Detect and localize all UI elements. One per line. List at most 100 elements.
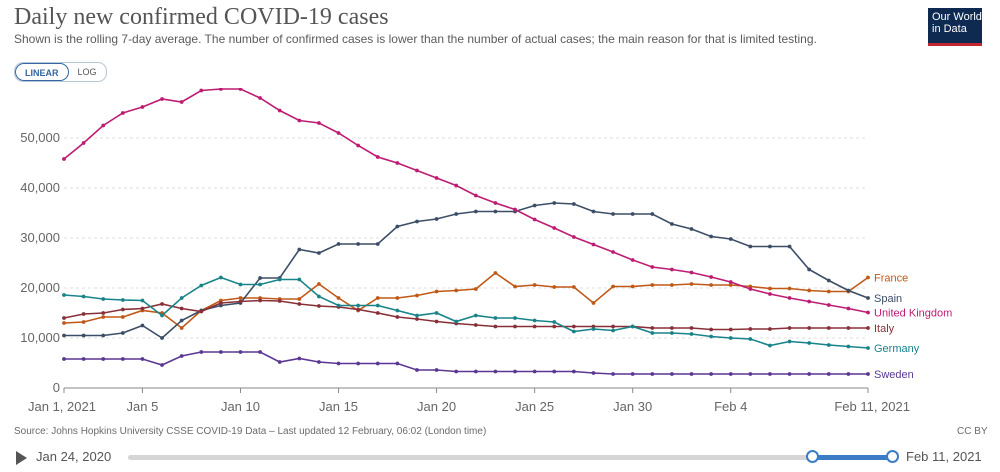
data-point bbox=[473, 209, 478, 214]
data-point bbox=[650, 331, 655, 335]
data-point bbox=[81, 320, 86, 324]
data-point bbox=[552, 324, 557, 329]
logo-line-1: Our World bbox=[932, 11, 982, 23]
data-point bbox=[336, 131, 341, 135]
data-point bbox=[670, 331, 674, 335]
data-point bbox=[846, 344, 851, 349]
data-point bbox=[336, 242, 341, 246]
data-point bbox=[454, 183, 459, 188]
data-point bbox=[532, 203, 537, 208]
data-point bbox=[101, 315, 106, 319]
data-point bbox=[415, 168, 419, 173]
data-point bbox=[866, 310, 870, 315]
data-point bbox=[277, 277, 282, 282]
data-point bbox=[238, 88, 243, 91]
data-point bbox=[297, 297, 302, 301]
play-icon[interactable] bbox=[16, 451, 27, 465]
linear-scale-button[interactable]: LINEAR bbox=[15, 63, 69, 81]
timeline-track[interactable] bbox=[128, 455, 892, 460]
y-axis: 0 10,000 20,000 30,000 40,000 50,000 bbox=[20, 130, 60, 395]
data-point bbox=[317, 294, 321, 299]
data-point bbox=[532, 324, 537, 329]
data-point bbox=[120, 357, 125, 361]
x-tick-label: Feb 11, 2021 bbox=[834, 399, 910, 414]
data-point bbox=[81, 141, 86, 145]
data-point bbox=[689, 270, 694, 275]
data-point bbox=[689, 372, 694, 376]
data-point bbox=[199, 88, 204, 93]
data-point bbox=[375, 155, 380, 159]
data-point bbox=[297, 302, 302, 306]
series-label-sweden: Sweden bbox=[874, 369, 914, 381]
data-point bbox=[81, 294, 86, 299]
data-point bbox=[532, 217, 537, 222]
data-point bbox=[258, 276, 262, 280]
data-point bbox=[473, 313, 478, 318]
data-point bbox=[434, 368, 439, 372]
data-point bbox=[630, 212, 635, 216]
data-point bbox=[846, 326, 851, 330]
series-label-france: France bbox=[874, 273, 908, 285]
data-point bbox=[709, 327, 714, 332]
data-point bbox=[218, 275, 223, 280]
y-tick-label: 0 bbox=[53, 380, 60, 395]
data-point bbox=[297, 118, 302, 123]
data-point bbox=[140, 357, 145, 361]
data-point bbox=[454, 369, 459, 374]
data-point bbox=[807, 288, 812, 293]
data-point bbox=[101, 357, 106, 361]
data-point bbox=[140, 323, 145, 328]
x-tick-label: Jan 30 bbox=[613, 399, 652, 414]
timeline-start-handle[interactable] bbox=[805, 450, 819, 463]
data-point bbox=[179, 326, 184, 330]
log-scale-button[interactable]: LOG bbox=[77, 67, 97, 77]
grid-lines bbox=[64, 137, 868, 389]
data-point bbox=[317, 304, 321, 308]
data-point bbox=[611, 328, 615, 333]
data-point bbox=[532, 318, 537, 323]
owid-logo[interactable]: Our World in Data bbox=[928, 8, 982, 46]
series-lines bbox=[62, 88, 870, 376]
data-point bbox=[101, 311, 106, 315]
data-point bbox=[826, 326, 831, 330]
x-tick-label: Jan 25 bbox=[515, 399, 554, 414]
data-point bbox=[317, 121, 321, 125]
data-point bbox=[866, 326, 870, 330]
data-point bbox=[552, 201, 557, 205]
data-point bbox=[611, 212, 615, 216]
data-point bbox=[415, 219, 419, 224]
data-point bbox=[846, 288, 851, 293]
data-point bbox=[787, 339, 792, 344]
data-point bbox=[395, 224, 400, 229]
data-point bbox=[768, 372, 772, 376]
data-point bbox=[415, 313, 419, 318]
line-chart: 0 10,000 20,000 30,000 40,000 50,000 Jan 1, 2… bbox=[20, 88, 952, 414]
x-tick-label: Feb 4 bbox=[714, 399, 747, 414]
data-point bbox=[768, 292, 772, 296]
data-point bbox=[179, 306, 184, 311]
data-point bbox=[630, 372, 635, 376]
data-point bbox=[238, 282, 243, 287]
data-point bbox=[650, 265, 655, 269]
data-point bbox=[395, 361, 400, 366]
data-point bbox=[375, 303, 380, 308]
data-point bbox=[630, 258, 635, 262]
data-point bbox=[787, 244, 792, 249]
data-point bbox=[258, 96, 262, 100]
data-point bbox=[140, 298, 145, 303]
data-point bbox=[670, 283, 674, 287]
data-point bbox=[218, 301, 223, 305]
data-point bbox=[846, 372, 851, 376]
data-point bbox=[571, 329, 576, 334]
data-point bbox=[493, 271, 498, 275]
data-point bbox=[297, 277, 302, 282]
data-point bbox=[62, 316, 66, 320]
timeline-end-handle[interactable] bbox=[886, 450, 899, 463]
data-point bbox=[140, 105, 145, 109]
data-point bbox=[709, 372, 714, 376]
data-point bbox=[846, 306, 851, 311]
license-link[interactable]: CC BY bbox=[957, 426, 988, 437]
data-point bbox=[689, 227, 694, 231]
x-tick-label: Jan 10 bbox=[221, 399, 260, 414]
timeline-start-label: Jan 24, 2020 bbox=[36, 449, 112, 464]
